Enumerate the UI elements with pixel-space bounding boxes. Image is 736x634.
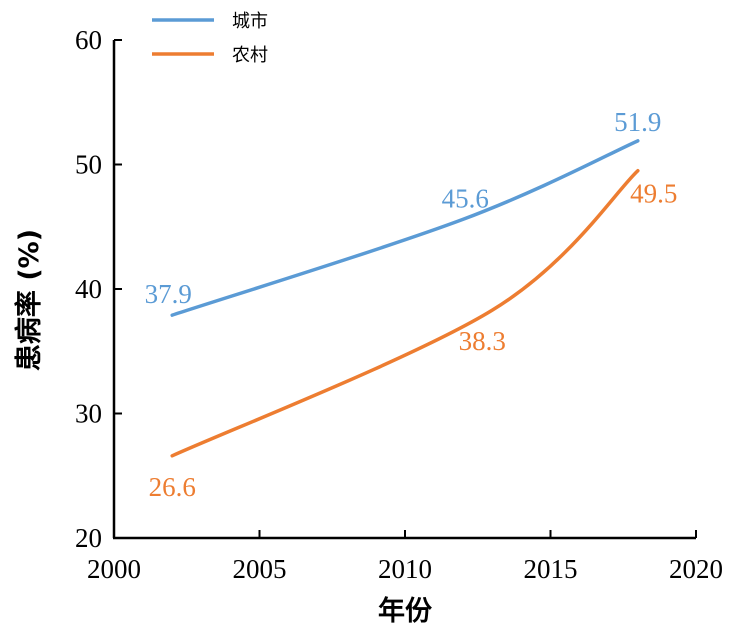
data-label: 45.6: [442, 183, 489, 213]
series-lines: [170, 139, 640, 458]
x-tick-label: 2000: [87, 554, 141, 584]
x-tick-label: 2015: [524, 554, 578, 584]
y-tick-label: 40: [75, 274, 102, 304]
legend-label: 农村: [232, 45, 268, 66]
data-label: 49.5: [630, 179, 677, 209]
data-label: 37.9: [145, 279, 192, 309]
data-label: 38.3: [459, 326, 506, 356]
y-tick-label: 20: [75, 523, 102, 553]
y-ticks: 20 30 40 50 60: [75, 25, 122, 553]
x-tick-label: 2005: [233, 554, 287, 584]
data-labels: 37.9 45.6 51.9 26.6 38.3 49.5: [145, 107, 678, 502]
x-axis-title: 年份: [378, 595, 432, 627]
data-label: 26.6: [149, 472, 196, 502]
x-tick-label: 2010: [378, 554, 432, 584]
data-label: 51.9: [614, 107, 661, 137]
axes: [112, 40, 696, 540]
y-tick-label: 30: [75, 399, 102, 429]
x-ticks: 2000 2005 2010 2015 2020: [87, 530, 723, 584]
y-tick-label: 50: [75, 150, 102, 180]
y-axis-title: 患病率 (%): [13, 229, 45, 371]
series-line-1: [170, 139, 640, 317]
legend-label: 城市: [232, 11, 268, 32]
series-line-2: [170, 168, 640, 458]
x-tick-label: 2020: [669, 554, 723, 584]
y-tick-label: 60: [75, 25, 102, 55]
